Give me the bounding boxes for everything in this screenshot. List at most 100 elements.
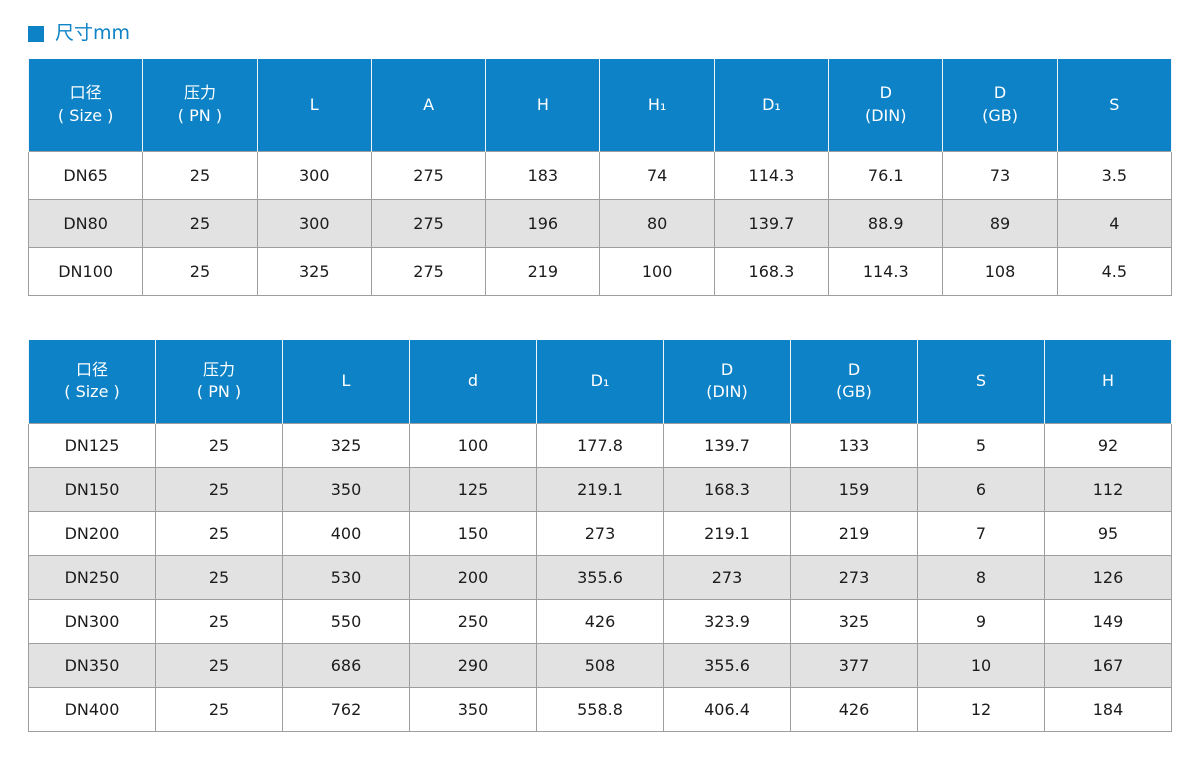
header-cell: H [1044, 339, 1172, 424]
table-cell: 290 [409, 643, 537, 688]
table-cell: DN400 [28, 687, 156, 732]
table-cell: 762 [282, 687, 410, 732]
table-cell: DN250 [28, 555, 156, 600]
table-row: DN400 25 762 350 558.8 406.4 426 12 184 [28, 687, 1172, 732]
header-cell: H₁ [599, 59, 715, 151]
table-cell: 325 [282, 423, 410, 468]
table-cell: 377 [790, 643, 918, 688]
table-cell: 25 [155, 467, 283, 512]
table-cell: 10 [917, 643, 1045, 688]
header-cell: L [282, 339, 410, 424]
table-cell: 200 [409, 555, 537, 600]
table-cell: 325 [256, 246, 372, 296]
table-cell: 355.6 [663, 643, 791, 688]
table-cell: 273 [790, 555, 918, 600]
table-cell: DN125 [28, 423, 156, 468]
table-cell: 25 [155, 687, 283, 732]
table-cell: 273 [663, 555, 791, 600]
table-cell: DN150 [28, 467, 156, 512]
table-cell: 350 [409, 687, 537, 732]
table-cell: 25 [155, 643, 283, 688]
table-row: DN100 25 325 275 219 100 168.3 114.3 108 4.5 [27, 246, 1173, 296]
table-cell: 4.5 [1056, 246, 1173, 296]
table-cell: 273 [536, 511, 664, 556]
table-cell: DN200 [28, 511, 156, 556]
header-cell: A [370, 59, 487, 151]
header-cell: d [409, 339, 537, 424]
table-cell: 508 [536, 643, 664, 688]
table-cell: 139.7 [713, 198, 830, 248]
table-cell: 74 [599, 150, 715, 200]
header-cell: S [1056, 59, 1173, 151]
table-cell: 250 [409, 599, 537, 644]
dimensions-table-top: 口径 ( Size ) 压力 ( PN ) L A H H₁ D₁ D (DIN) D (GB)… [27, 59, 1173, 296]
table-cell: 550 [282, 599, 410, 644]
table-row: DN150 25 350 125 219.1 168.3 159 6 112 [28, 467, 1172, 512]
table-cell: 25 [155, 423, 283, 468]
table-cell: 12 [917, 687, 1045, 732]
table-cell: 25 [142, 198, 258, 248]
table-cell: 7 [917, 511, 1045, 556]
table-cell: 159 [790, 467, 918, 512]
table-cell: 25 [155, 511, 283, 556]
table-cell: 100 [409, 423, 537, 468]
title-bullet-icon [28, 25, 44, 42]
table-cell: 133 [790, 423, 918, 468]
table-cell: 167 [1044, 643, 1172, 688]
header-cell: D (DIN) [828, 59, 944, 151]
table-cell: 5 [917, 423, 1045, 468]
table-cell: 219 [485, 246, 601, 296]
table-cell: 355.6 [536, 555, 664, 600]
header-cell: 口径 ( Size ) [27, 59, 144, 151]
section-title-text: 尺寸mm [55, 22, 131, 44]
table-row: DN80 25 300 275 196 80 139.7 88.9 89 4 [27, 198, 1173, 248]
table-cell: DN100 [27, 246, 144, 296]
table-cell: 6 [917, 467, 1045, 512]
header-cell: 口径 ( Size ) [28, 339, 156, 424]
table-cell: 25 [142, 246, 258, 296]
table-cell: 219.1 [663, 511, 791, 556]
header-cell: D (GB) [790, 339, 918, 424]
table-cell: 9 [917, 599, 1045, 644]
table-cell: 426 [790, 687, 918, 732]
table-row: DN65 25 300 275 183 74 114.3 76.1 73 3.5 [27, 150, 1173, 200]
table-row: DN300 25 550 250 426 323.9 325 9 149 [28, 599, 1172, 644]
table-cell: 325 [790, 599, 918, 644]
table-cell: 88.9 [828, 198, 944, 248]
table-cell: 4 [1056, 198, 1173, 248]
table-cell: 219 [790, 511, 918, 556]
header-cell: H [485, 59, 601, 151]
section-title: 尺寸mm [28, 24, 1172, 43]
table-cell: 95 [1044, 511, 1172, 556]
table-cell: 112 [1044, 467, 1172, 512]
table-cell: 168.3 [663, 467, 791, 512]
table-cell: 406.4 [663, 687, 791, 732]
header-cell: D (DIN) [663, 339, 791, 424]
table-cell: 3.5 [1056, 150, 1173, 200]
table-row: DN125 25 325 100 177.8 139.7 133 5 92 [28, 423, 1172, 468]
table-cell: 300 [256, 198, 372, 248]
table-cell: 350 [282, 467, 410, 512]
table-cell: 149 [1044, 599, 1172, 644]
table-cell: 114.3 [713, 150, 830, 200]
table-row: DN350 25 686 290 508 355.6 377 10 167 [28, 643, 1172, 688]
table-cell: 168.3 [713, 246, 830, 296]
table-cell: 323.9 [663, 599, 791, 644]
header-cell: D₁ [536, 339, 664, 424]
table-cell: 275 [370, 198, 487, 248]
table-cell: 183 [485, 150, 601, 200]
table-cell: DN80 [27, 198, 144, 248]
table-cell: 108 [942, 246, 1058, 296]
table-cell: 196 [485, 198, 601, 248]
table-cell: 25 [155, 555, 283, 600]
table-cell: 426 [536, 599, 664, 644]
table-cell: 100 [599, 246, 715, 296]
header-cell: D (GB) [942, 59, 1058, 151]
table-cell: DN350 [28, 643, 156, 688]
table-cell: 558.8 [536, 687, 664, 732]
table-cell: 25 [155, 599, 283, 644]
table-cell: 177.8 [536, 423, 664, 468]
table-cell: 25 [142, 150, 258, 200]
